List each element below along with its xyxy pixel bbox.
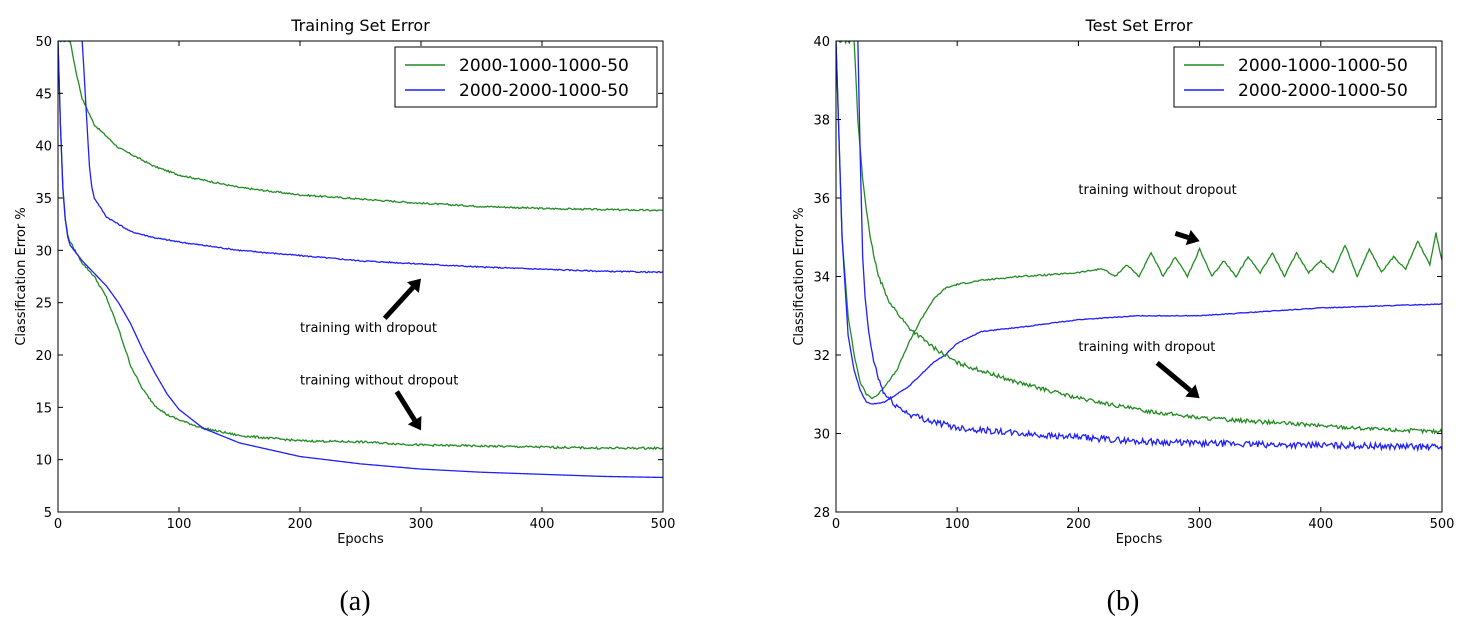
series-line-2000-1000-1000-50-with-dropout [836,41,1442,435]
legend: 2000-1000-1000-50 2000-2000-1000-50 [1173,46,1437,108]
legend: 2000-1000-1000-50 2000-2000-1000-50 [394,46,658,108]
y-tick-label: 5 [44,506,52,521]
x-tick-label: 500 [1430,517,1455,532]
annotation-arrow-shaft [382,285,415,321]
test-error-chart: Test Set Error 0 100 200 300 400 500 28 30 32 34 36… [792,16,1455,547]
series-line-2000-2000-1000-50-with-dropout [81,41,663,274]
chart-panel-b: Test Set Error 0 100 200 300 400 500 28 30 32 34 36… [731,0,1462,631]
y-tick-label: 40 [813,35,830,50]
x-tick-label: 200 [1066,517,1091,532]
chart-title: Test Set Error [1085,16,1193,35]
x-tick-label: 300 [409,517,434,532]
y-tick-label: 38 [813,114,830,129]
legend-box [394,46,658,108]
y-tick-label: 34 [813,271,830,286]
y-tick-label: 45 [35,87,52,102]
annotation-text: training with dropout [300,321,437,336]
annotation-arrow-shaft [394,390,417,422]
x-tick-label: 0 [54,517,62,532]
series-group [58,41,663,479]
x-tick-label: 100 [167,517,192,532]
caption-a: (a) [339,586,371,617]
y-tick-label: 50 [35,35,52,50]
annotation-arrow-head [407,278,421,293]
x-tick-label: 400 [1308,517,1333,532]
y-tick-label: 40 [35,140,52,155]
y-tick-label: 20 [35,349,52,364]
x-axis-label: Epochs [1116,532,1163,547]
series-line-2000-1000-1000-50-with-dropout [58,41,663,212]
series-group [836,41,1442,453]
y-tick-label: 25 [35,297,52,312]
series-line-2000-1000-1000-50-without-dropout [58,41,663,451]
y-tick-label: 36 [813,192,830,207]
plot-frame [57,40,664,513]
x-tick-label: 100 [945,517,970,532]
training-error-chart: Training Set Error 0 100 200 300 400 500 5 10 15 2… [14,16,676,547]
series-line-2000-1000-1000-50-without-dropout [836,41,1442,400]
y-tick-label: 30 [35,244,52,259]
y-tick-label: 35 [35,192,52,207]
y-tick-label: 28 [813,506,830,521]
annotation-arrow-head [407,415,422,431]
x-tick-label: 200 [288,517,313,532]
legend-label: 2000-2000-1000-50 [459,81,629,101]
chart-title: Training Set Error [290,16,430,35]
legend-box [1173,46,1437,108]
x-tick-label: 300 [1187,517,1212,532]
legend-label: 2000-2000-1000-50 [1238,81,1408,101]
x-axis-label: Epochs [337,532,384,547]
y-axis-label: Classification Error % [792,207,807,345]
chart-panel-a: Training Set Error 0 100 200 300 400 500 5 10 15 2… [14,16,676,617]
series-line-2000-2000-1000-50-without-dropout [836,41,1442,405]
annotation-arrow-shaft [1174,230,1189,240]
legend-label: 2000-1000-1000-50 [1238,56,1408,76]
legend-label: 2000-1000-1000-50 [459,56,629,76]
annotation-text: training without dropout [1078,183,1236,198]
annotation-text: training without dropout [300,373,458,388]
series-line-2000-2000-1000-50-with-dropout [857,41,1442,453]
annotation-arrow-shaft [1155,360,1192,393]
x-tick-label: 500 [651,517,676,532]
x-tick-label: 400 [530,517,555,532]
x-tick-label: 0 [832,517,840,532]
series-line-2000-2000-1000-50-without-dropout [58,41,663,479]
y-tick-label: 30 [813,428,830,443]
y-tick-label: 10 [35,454,52,469]
annotation-arrow-head [1185,229,1200,246]
y-tick-label: 32 [813,349,830,364]
annotation-text: training with dropout [1078,340,1215,355]
caption-b: (b) [1106,586,1140,617]
y-tick-label: 15 [35,401,52,416]
annotation-arrow-head [1185,384,1200,399]
y-axis-label: Classification Error % [14,207,29,345]
